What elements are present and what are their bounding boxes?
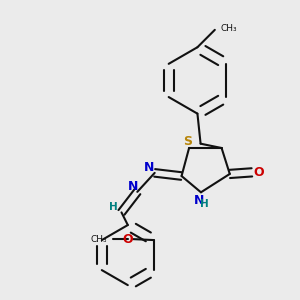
Text: CH₃: CH₃: [91, 235, 107, 244]
Text: O: O: [122, 232, 133, 246]
Text: N: N: [144, 161, 154, 174]
Text: H: H: [109, 202, 118, 212]
Text: CH₃: CH₃: [220, 24, 237, 33]
Text: O: O: [254, 166, 264, 179]
Text: N: N: [194, 194, 205, 207]
Text: S: S: [183, 135, 192, 148]
Text: N: N: [128, 180, 139, 193]
Text: H: H: [200, 199, 209, 209]
